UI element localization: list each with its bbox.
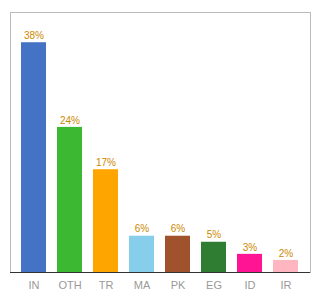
svg-text:TR: TR xyxy=(99,279,114,291)
svg-text:38%: 38% xyxy=(24,30,44,41)
svg-text:6%: 6% xyxy=(135,223,150,234)
svg-text:17%: 17% xyxy=(96,157,116,168)
svg-text:2%: 2% xyxy=(279,248,294,259)
svg-text:ID: ID xyxy=(245,279,256,291)
svg-text:6%: 6% xyxy=(171,223,186,234)
svg-text:EG: EG xyxy=(206,279,222,291)
svg-text:IR: IR xyxy=(281,279,292,291)
svg-text:5%: 5% xyxy=(207,229,222,240)
svg-text:MA: MA xyxy=(134,279,151,291)
svg-text:24%: 24% xyxy=(60,115,80,126)
svg-text:OTH: OTH xyxy=(58,279,81,291)
svg-text:3%: 3% xyxy=(243,242,258,253)
svg-text:IN: IN xyxy=(29,279,40,291)
svg-text:PK: PK xyxy=(171,279,186,291)
